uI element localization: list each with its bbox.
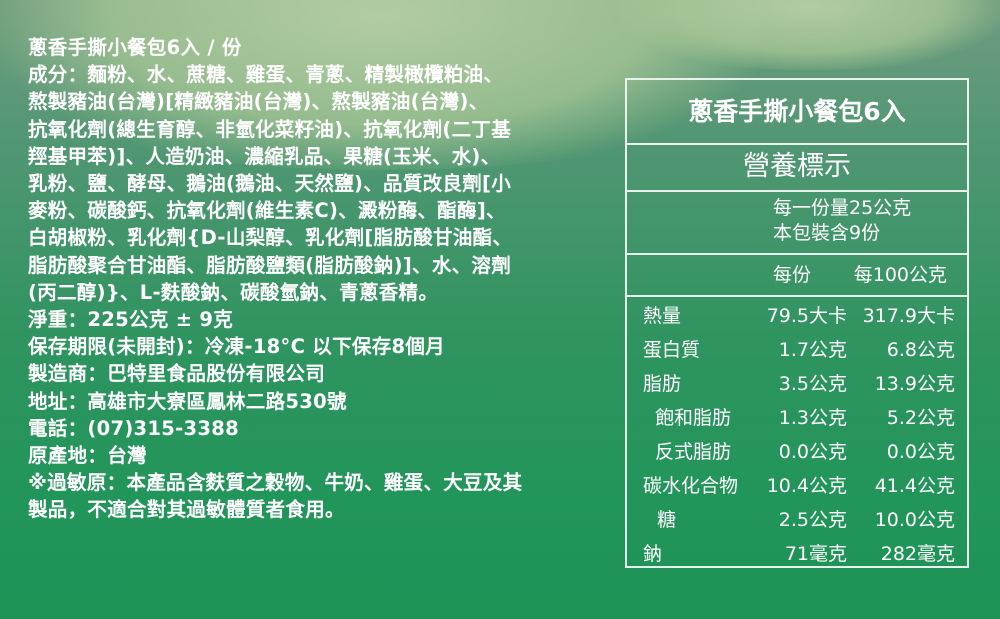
per-100g-value: 6.8公克	[886, 339, 955, 361]
nutrient-row: 脂肪 3.5公克 13.9公克	[627, 367, 967, 401]
per-100g-value: 317.9大卡	[862, 305, 955, 327]
per-100g-value: 10.0公克	[874, 509, 955, 531]
nutrient-row: 鈉 71毫克 282毫克	[627, 537, 967, 571]
label-line: 成分：麵粉、水、蔗糖、雞蛋、青蔥、精製橄欖粕油、	[28, 63, 504, 87]
label-line: 抗氧化劑(總生育醇、非氫化菜籽油)、抗氧化劑(二丁基	[28, 117, 512, 141]
per-serving-value: 1.7公克	[778, 339, 847, 361]
nutrient-row: 蛋白質 1.7公克 6.8公克	[627, 333, 967, 367]
serving-info: 每一份量25公克 本包裝含9份	[627, 190, 967, 255]
serving-size: 每一份量25公克	[773, 197, 912, 219]
per-100g-value: 41.4公克	[874, 475, 955, 497]
nutrient-name: 鈉	[643, 543, 663, 565]
nutrient-name: 蛋白質	[643, 339, 701, 361]
product-title: 蔥香手撕小餐包6入	[627, 80, 967, 145]
per-serving-value: 3.5公克	[778, 373, 847, 395]
per-serving-value: 10.4公克	[766, 475, 847, 497]
col-per-serving: 每份	[773, 264, 812, 286]
label-line: 地址：高雄市大寮區鳳林二路530號	[28, 389, 347, 413]
nutrient-row: 碳水化合物 10.4公克 41.4公克	[627, 469, 967, 503]
per-100g-value: 5.2公克	[886, 407, 955, 429]
label-line: 蔥香手撕小餐包6入 / 份	[28, 36, 242, 59]
label-line: ※過敏原：本產品含麩質之穀物、牛奶、雞蛋、大豆及其	[28, 471, 523, 495]
nutrient-row: 糖 2.5公克 10.0公克	[627, 503, 967, 537]
column-headers: 每份 每100公克	[627, 255, 967, 297]
label-line: 電話：(07)315-3388	[28, 416, 240, 440]
label-line: 製造商：巴特里食品股份有限公司	[28, 362, 326, 386]
nutrient-row: 熱量 79.5大卡 317.9大卡	[627, 299, 967, 333]
nutrient-name: 脂肪	[643, 373, 682, 395]
label-line: 原產地：台灣	[28, 444, 147, 468]
per-serving-value: 79.5大卡	[766, 305, 847, 327]
label-line: 白胡椒粉、乳化劑{D-山梨醇、乳化劑[脂肪酸甘油酯、	[28, 226, 513, 250]
label-line: 熬製豬油(台灣)[精緻豬油(台灣)、熬製豬油(台灣)、	[28, 90, 489, 114]
nutrient-name: 糖	[657, 509, 677, 531]
bread-photo	[620, 0, 1000, 70]
label-line: 淨重：225公克 ± 9克	[28, 308, 234, 332]
per-serving-value: 0.0公克	[778, 441, 847, 463]
nutrition-heading: 營養標示	[627, 143, 967, 192]
label-line: 製品，不適合對其過敏體質者食用。	[28, 498, 345, 522]
label-line: (丙二醇)}、L-麩酸鈉、碳酸氫鈉、青蔥香精。	[28, 280, 439, 304]
per-100g-value: 13.9公克	[874, 373, 955, 395]
per-100g-value: 0.0公克	[886, 441, 955, 463]
label-line: 保存期限(未開封)：冷凍-18°C 以下保存8個月	[28, 335, 445, 359]
nutrient-row: 飽和脂肪 1.3公克 5.2公克	[627, 401, 967, 435]
label-line: 麥粉、碳酸鈣、抗氧化劑(維生素C)、澱粉酶、酯酶]、	[28, 199, 506, 223]
ingredient-text: 蔥香手撕小餐包6入 / 份成分：麵粉、水、蔗糖、雞蛋、青蔥、精製橄欖粕油、 熬製豬…	[28, 34, 618, 524]
label-line: 脂肪酸聚合甘油酯、脂肪酸鹽類(脂肪酸鈉)]、水、溶劑	[28, 253, 512, 277]
col-per-100g: 每100公克	[853, 264, 947, 286]
nutrition-table: 蔥香手撕小餐包6入 營養標示 每一份量25公克 本包裝含9份 每份 每100公克…	[625, 78, 969, 568]
nutrient-name: 反式脂肪	[655, 441, 732, 463]
nutrient-row: 反式脂肪 0.0公克 0.0公克	[627, 435, 967, 469]
per-serving-value: 71毫克	[784, 543, 847, 565]
per-serving-value: 1.3公克	[778, 407, 847, 429]
nutrient-name: 碳水化合物	[643, 475, 739, 497]
label-line: 乳粉、鹽、酵母、鵝油(鵝油、天然鹽)、品質改良劑[小	[28, 172, 512, 196]
per-100g-value: 282毫克	[880, 543, 955, 565]
nutrient-name: 熱量	[643, 305, 682, 327]
servings-per-pack: 本包裝含9份	[773, 222, 881, 244]
label-line: 羥基甲苯)]、人造奶油、濃縮乳品、果糖(玉米、水)、	[28, 144, 501, 168]
per-serving-value: 2.5公克	[778, 509, 847, 531]
nutrient-name: 飽和脂肪	[655, 407, 732, 429]
